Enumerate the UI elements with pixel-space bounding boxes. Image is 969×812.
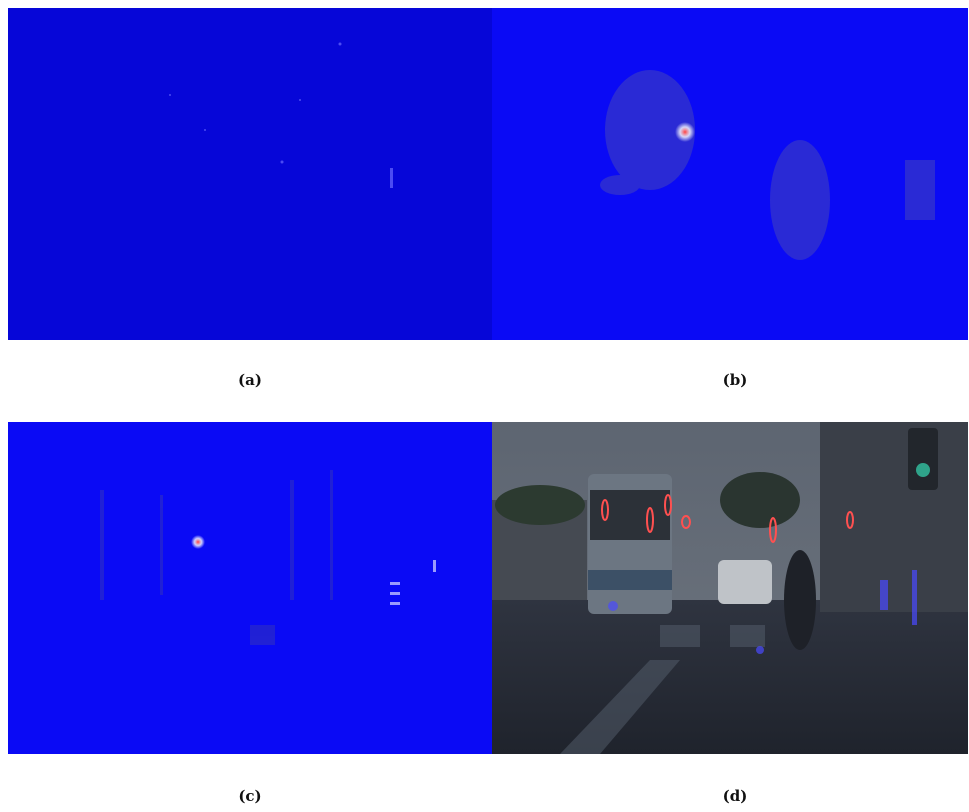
caption: (c) (238, 787, 261, 805)
panel-d (492, 422, 968, 754)
panel-b (492, 8, 968, 340)
figure: (a) (b) (c) (d) (0, 0, 969, 812)
panel-c (8, 422, 492, 754)
panel-a (8, 8, 492, 340)
caption: (d) (723, 787, 748, 805)
caption: (b) (723, 371, 748, 389)
caption: (a) (238, 371, 262, 389)
